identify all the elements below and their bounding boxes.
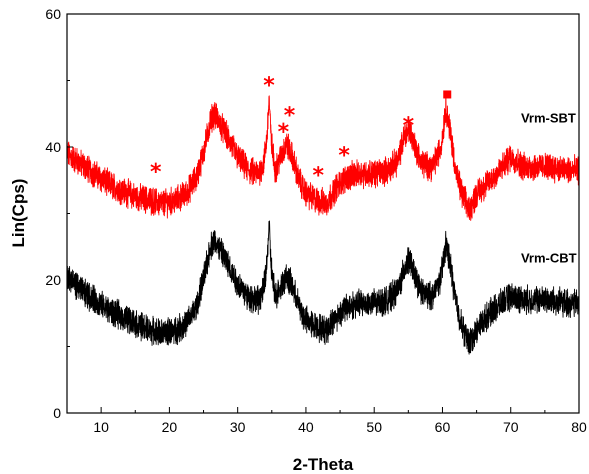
peak-marker-star: * [338, 143, 350, 168]
peak-marker-square [443, 90, 452, 99]
y-tick-label: 0 [53, 405, 61, 421]
annotation-layer: ******* [150, 74, 452, 188]
peak-marker-star: * [284, 103, 296, 128]
series-line-1 [66, 93, 580, 221]
y-axis-title: Lin(Cps) [9, 179, 28, 248]
x-tick-label: 30 [230, 419, 246, 435]
series-label: Vrm-SBT [521, 111, 576, 126]
x-axis-title: 2-Theta [293, 455, 354, 474]
tick-layer: 10 20 30 40 50 60 70 80 0 20 40 60 [45, 6, 587, 435]
peak-marker-star: * [150, 160, 162, 185]
x-tick-label: 40 [298, 419, 314, 435]
series-label: Vrm-CBT [521, 250, 577, 265]
y-tick-label: 40 [45, 139, 61, 155]
x-tick-label: 10 [93, 419, 109, 435]
x-tick-label: 60 [435, 419, 451, 435]
x-tick-label: 50 [366, 419, 382, 435]
peak-marker-star: * [263, 74, 275, 99]
peak-marker-star: * [403, 113, 415, 138]
x-tick-label: 80 [571, 419, 587, 435]
series-label-layer: Vrm-SBT Vrm-CBT [521, 111, 577, 266]
series-line-2 [66, 220, 580, 355]
y-tick-label: 20 [45, 272, 61, 288]
peak-marker-star: * [312, 163, 324, 188]
series-layer [66, 93, 580, 355]
x-tick-label: 70 [503, 419, 519, 435]
x-tick-label: 20 [162, 419, 178, 435]
peak-marker-star: * [278, 120, 290, 145]
y-tick-label: 60 [45, 6, 61, 22]
